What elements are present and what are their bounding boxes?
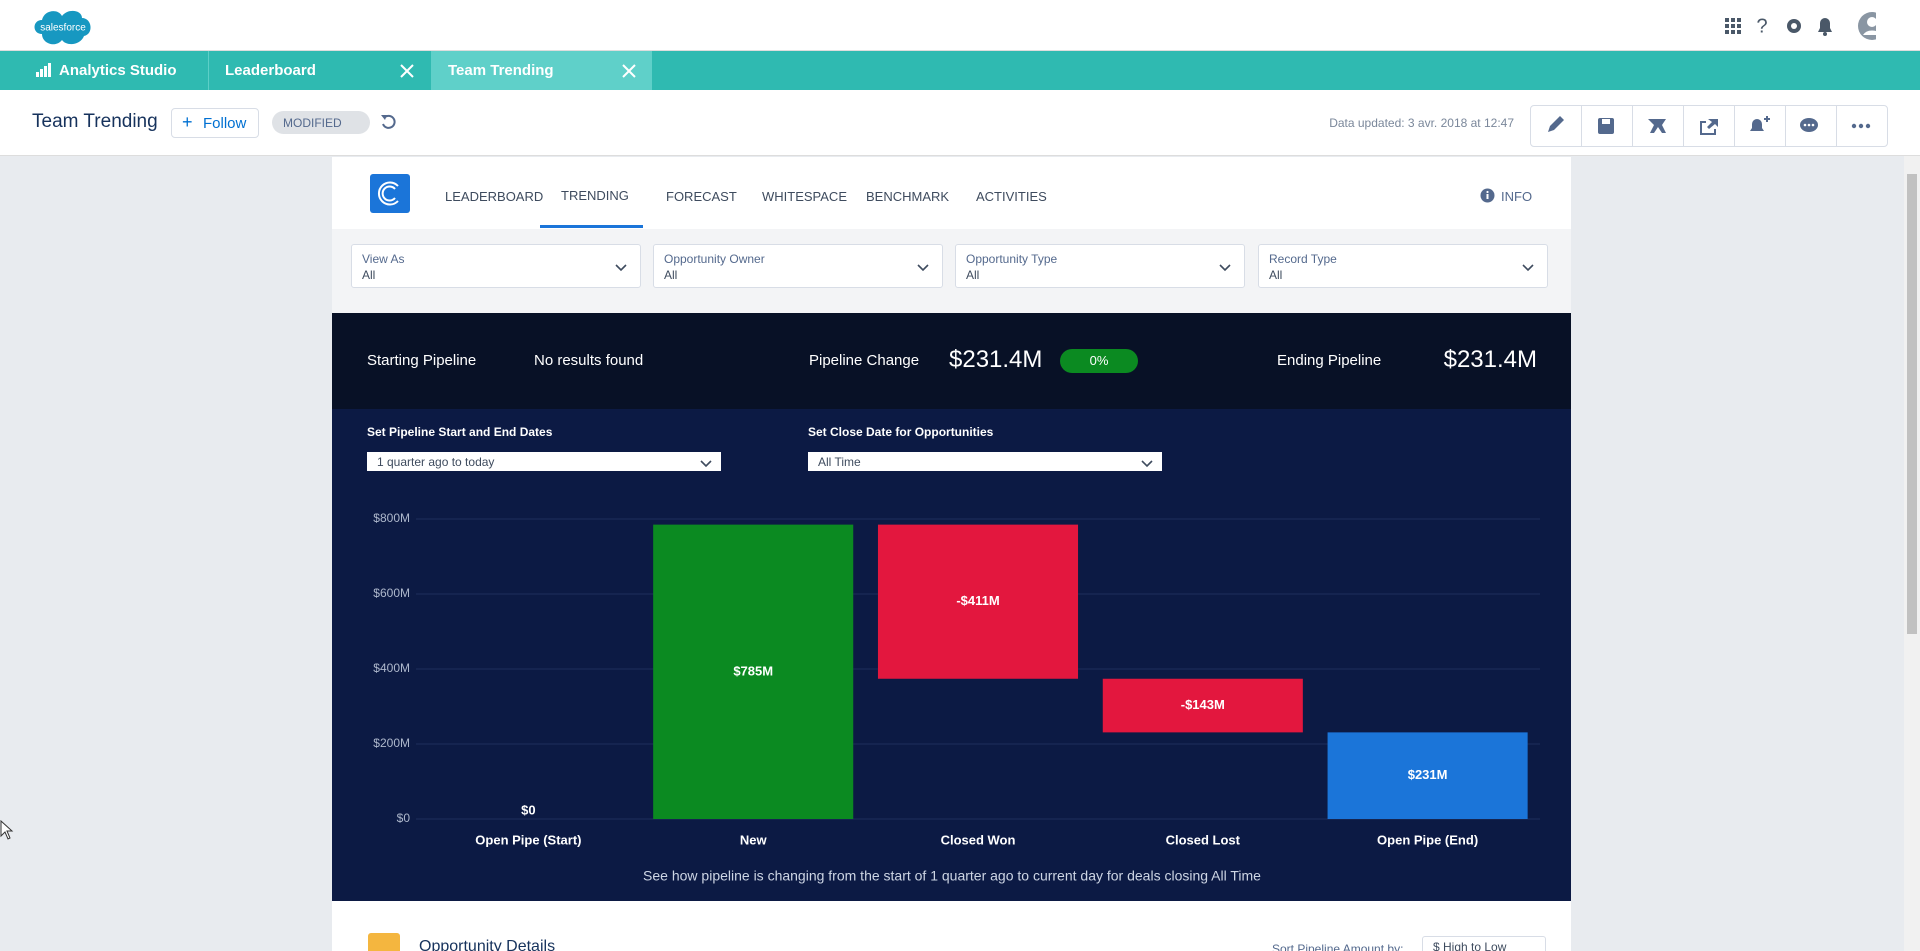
info-icon [1480, 188, 1495, 203]
control-label: Set Pipeline Start and End Dates [367, 425, 553, 439]
change-value: $231.4M [949, 346, 1043, 373]
global-header [0, 0, 1920, 51]
cursor [0, 820, 14, 840]
chevron [699, 456, 713, 474]
value-label: $785M [733, 663, 773, 678]
control-dropdown[interactable]: 1 quarter ago to today [367, 452, 721, 471]
app-nav [332, 157, 1571, 229]
control-label: Set Close Date for Opportunities [808, 425, 994, 439]
nav-underline [540, 225, 643, 228]
x-tick-label: Closed Lost [1166, 832, 1241, 847]
y-tick-label: $600M [373, 586, 410, 600]
change-pct: 0% [1060, 349, 1138, 373]
app-logo [370, 174, 410, 213]
value-label: -$411M [956, 593, 999, 608]
tab-label[interactable]: Team Trending [448, 62, 554, 79]
data-updated: Data updated: 3 avr. 2018 at 12:47 [1329, 116, 1514, 130]
scroll-thumb[interactable] [1907, 174, 1917, 634]
x-tick-label: Open Pipe (Start) [475, 832, 581, 847]
y-tick-label: $800M [373, 511, 410, 525]
help-icon[interactable]: ? [1756, 15, 1767, 37]
value-label: -$143M [1181, 697, 1225, 712]
filter-dropdown[interactable]: View As All [351, 244, 641, 288]
end-label: Ending Pipeline [1277, 352, 1382, 369]
logo-text: salesforce [40, 23, 86, 34]
tab-bar [0, 51, 1920, 90]
filter-value: All [362, 268, 376, 282]
chevron [1218, 260, 1232, 278]
control-dropdown[interactable]: All Time [808, 452, 1162, 471]
details-title: Opportunity Details [419, 938, 556, 951]
nav-item[interactable]: FORECAST [666, 189, 737, 204]
x-tick-label: New [740, 832, 768, 847]
details-icon [368, 933, 400, 951]
control-value: 1 quarter ago to today [377, 455, 495, 469]
bar [653, 524, 854, 819]
nav-item[interactable]: WHITESPACE [762, 189, 847, 204]
filter-dropdown[interactable]: Opportunity Owner All [653, 244, 943, 288]
chevron [916, 260, 930, 278]
filter-label: Opportunity Type [966, 252, 1058, 266]
chart-caption: See how pipeline is changing from the st… [643, 868, 1261, 884]
tab-label[interactable]: Analytics Studio [59, 62, 177, 79]
scrollbar[interactable] [1904, 156, 1920, 951]
nav-item-active[interactable]: TRENDING [561, 188, 629, 203]
follow-label: Follow [203, 115, 247, 132]
filter-label: View As [362, 252, 405, 266]
info-link[interactable]: INFO [1501, 189, 1533, 204]
filter-value: All [966, 268, 980, 282]
plus-icon: + [182, 112, 193, 132]
tab-active[interactable] [431, 51, 652, 90]
y-tick-label: $0 [397, 811, 411, 825]
details-card [332, 901, 1571, 951]
tab-icon [36, 63, 51, 77]
tab-label[interactable]: Leaderboard [225, 62, 316, 79]
status-label: MODIFIED [283, 116, 342, 130]
header-icons: ? [1725, 12, 1876, 40]
end-value: $231.4M [1443, 346, 1537, 373]
change-label: Pipeline Change [809, 352, 920, 369]
bar [877, 524, 1079, 679]
page-title: Team Trending [32, 111, 158, 132]
control-value: All Time [818, 455, 861, 469]
start-value: No results found [534, 352, 644, 369]
y-tick-label: $400M [373, 661, 410, 675]
follow-button[interactable]: + Follow [171, 108, 259, 138]
nav-item[interactable]: LEADERBOARD [445, 189, 544, 204]
x-tick-label: Open Pipe (End) [1377, 832, 1478, 847]
chevron [614, 260, 628, 278]
close-tab[interactable] [622, 64, 636, 78]
value-label: $0 [521, 802, 535, 817]
waterfall-chart: $0 $200M $400M $600M $800M $0 Open Pipe (Start… [373, 511, 1540, 884]
close-tab[interactable] [400, 64, 414, 78]
summary-band [332, 313, 1571, 409]
tab[interactable] [208, 51, 432, 90]
bar [1102, 678, 1303, 733]
chevron [1140, 456, 1154, 474]
start-label: Starting Pipeline [367, 352, 477, 369]
filter-dropdown[interactable]: Record Type All [1258, 244, 1548, 288]
filter-label: Record Type [1269, 252, 1337, 266]
nav-item[interactable]: ACTIVITIES [976, 189, 1047, 204]
x-tick-label: Closed Won [941, 832, 1016, 847]
sort-label: Sort Pipeline Amount by: [1272, 942, 1404, 951]
filter-value: All [1269, 268, 1283, 282]
filter-label: Opportunity Owner [664, 252, 765, 266]
sort-value: $ High to Low [1433, 940, 1507, 951]
logo[interactable]: salesforce [30, 4, 96, 50]
y-tick-label: $200M [373, 736, 410, 750]
value-label: $231M [1408, 767, 1448, 782]
filter-dropdown[interactable]: Opportunity Type All [955, 244, 1245, 288]
action-icons [1548, 116, 1871, 135]
undo-icon[interactable] [380, 113, 398, 131]
sort-dropdown[interactable]: $ High to Low [1422, 936, 1546, 951]
chevron [1521, 260, 1535, 278]
nav-item[interactable]: BENCHMARK [866, 189, 950, 204]
bar [1327, 732, 1528, 819]
filter-value: All [664, 268, 678, 282]
status-pill[interactable]: MODIFIED [272, 111, 370, 134]
